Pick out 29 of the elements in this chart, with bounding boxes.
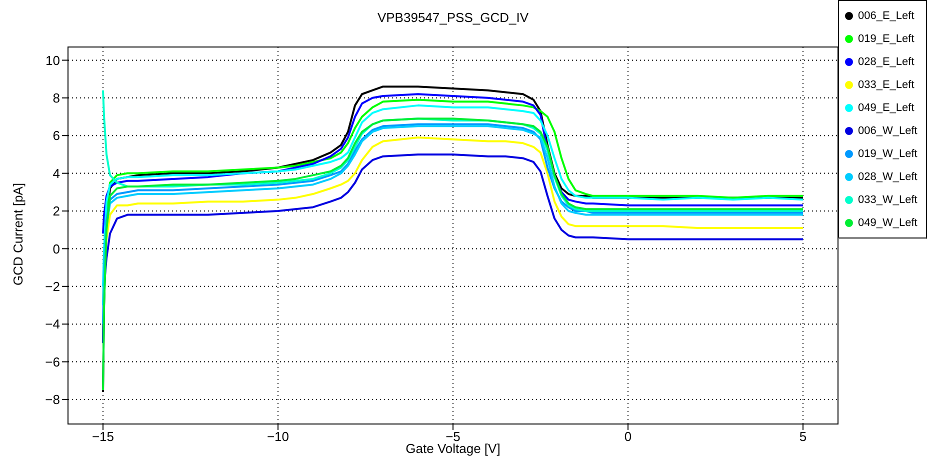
legend-label: 033_W_Left	[858, 194, 918, 206]
line-series	[102, 93, 804, 235]
y-tick-label: 10	[46, 52, 60, 68]
y-tick-label: 0	[52, 241, 60, 256]
x-tick-label: 0	[624, 429, 632, 444]
legend-label: 006_W_Left	[858, 124, 918, 136]
x-tick-label: −15	[92, 429, 114, 444]
y-axis-title: GCD Current [pA]	[10, 182, 26, 286]
legend-label: 028_W_Left	[858, 170, 918, 182]
y-tick-label: 2	[52, 204, 60, 219]
legend-label: 006_E_Left	[858, 10, 914, 22]
x-tick-label: −10	[266, 429, 290, 444]
x-tick-label: 5	[799, 429, 807, 444]
y-tick-label: 4	[52, 166, 60, 181]
y-tick-label: 8	[52, 90, 60, 106]
line-series	[102, 104, 804, 288]
line-series	[102, 153, 804, 344]
legend-label: 019_W_Left	[858, 148, 918, 160]
y-tick-label: −4	[45, 316, 60, 332]
legend-label: 049_W_Left	[858, 216, 918, 228]
chart-title: VPB39547_PSS_GCD_IV	[376, 10, 530, 25]
legend-label: 028_E_Left	[858, 56, 914, 68]
legend-label: 033_E_Left	[858, 78, 914, 90]
y-tick-label: −8	[45, 392, 60, 408]
y-tick-label: −2	[45, 279, 60, 294]
legend-label: 019_E_Left	[858, 32, 914, 44]
y-tick-label: −6	[45, 354, 60, 370]
y-tick-label: 6	[52, 128, 60, 144]
legend-label: 049_E_Left	[858, 102, 914, 114]
